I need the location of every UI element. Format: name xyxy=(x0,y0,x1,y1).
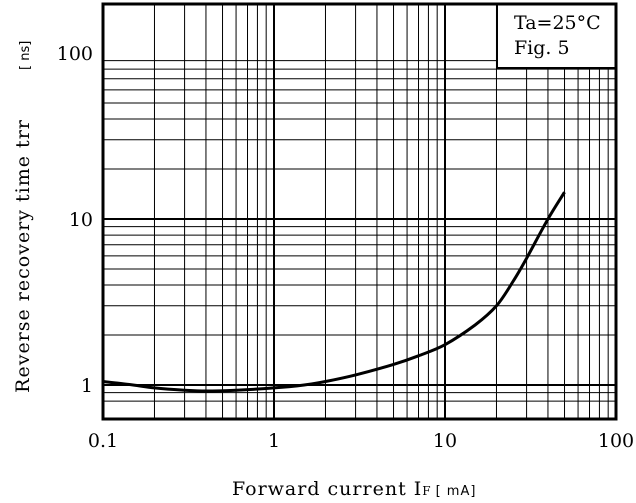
x-axis-subscript: F xyxy=(422,484,431,498)
x-tick-label: 10 xyxy=(433,430,457,452)
series-line xyxy=(102,191,566,393)
series-lines xyxy=(102,191,566,393)
y-tick-label: 1 xyxy=(81,375,93,397)
y-axis-unit: [ ns] xyxy=(18,41,33,70)
plot-frame xyxy=(101,2,618,421)
x-tick-label: 0.1 xyxy=(88,430,118,452)
x-axis-unit: [ mA] xyxy=(436,484,477,499)
x-axis-title: Forward current IF [ mA] xyxy=(232,478,476,500)
grid-lines xyxy=(103,4,616,419)
y-axis-label: Reverse recovery time trr xyxy=(12,119,34,393)
x-tick-label: 100 xyxy=(598,430,634,452)
annotation-figure: Fig. 5 xyxy=(514,37,570,59)
tick-labels: 0.1 1 10 100 1 10 100 xyxy=(57,43,634,452)
y-tick-label: 100 xyxy=(57,43,93,65)
x-tick-label: 1 xyxy=(268,430,280,452)
y-tick-label: 10 xyxy=(69,209,93,231)
annotation-temperature: Ta=25°C xyxy=(514,12,601,34)
y-axis-title: Reverse recovery time trr [ ns] xyxy=(12,41,34,393)
annotation-box xyxy=(496,3,617,69)
x-axis-label: Forward current I xyxy=(232,478,422,500)
